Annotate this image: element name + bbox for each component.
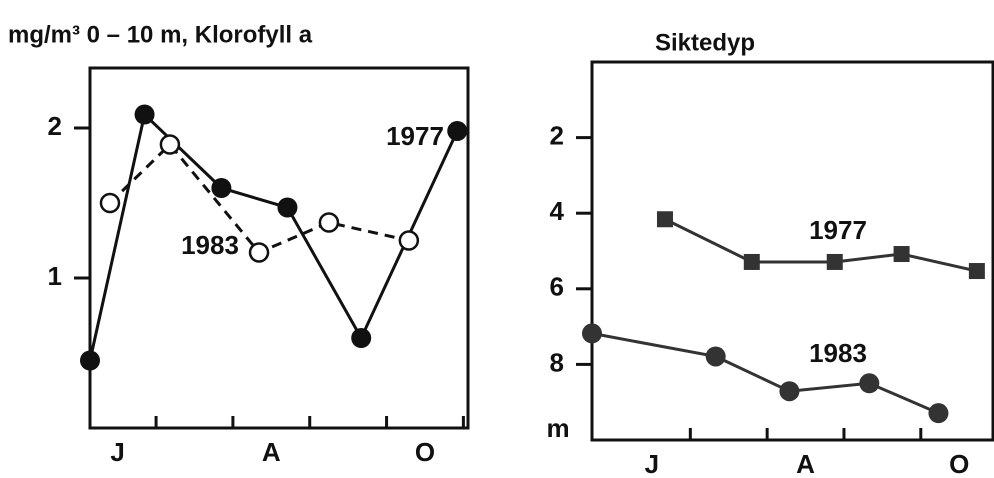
x-tick-label: A (796, 449, 815, 478)
x-tick-label: A (262, 437, 281, 467)
marker (134, 104, 155, 125)
y-tick-label: 8 (550, 347, 564, 377)
marker (928, 403, 949, 424)
y-tick-label: 2 (48, 111, 62, 141)
series-label: 1983 (809, 338, 867, 368)
marker (318, 212, 340, 233)
marker (351, 328, 372, 348)
chart-title: mg/m³ 0 – 10 m, Klorofyll a (8, 21, 313, 48)
chart-title: Siktedyp (655, 29, 755, 56)
marker (893, 246, 910, 263)
x-tick-label: O (949, 449, 969, 478)
marker (99, 192, 121, 214)
marker (968, 263, 985, 280)
y-tick-label: 4 (550, 196, 565, 226)
y-tick-label: 1 (48, 261, 62, 291)
marker (248, 242, 270, 263)
marker (656, 211, 673, 228)
series-line (88, 111, 459, 361)
series-label: 1977 (386, 121, 444, 151)
x-tick-label: J (110, 437, 124, 467)
series-line (591, 331, 940, 415)
plot-frame (88, 66, 470, 430)
marker (277, 197, 298, 218)
series-label: 1983 (181, 230, 239, 260)
y-tick-label: 2 (550, 120, 564, 150)
marker (159, 134, 181, 155)
marker (859, 373, 880, 394)
marker (705, 346, 726, 367)
marker (447, 121, 468, 141)
series-label: 1977 (809, 215, 867, 245)
marker (779, 381, 800, 402)
marker (743, 253, 760, 270)
marker (80, 350, 100, 371)
x-tick-label: J (645, 449, 659, 478)
y-axis-label: m (546, 413, 569, 443)
marker (211, 178, 232, 198)
plot-frame (590, 60, 994, 442)
marker (398, 230, 420, 251)
y-tick-label: 6 (550, 272, 564, 302)
x-tick-label: O (415, 437, 435, 467)
marker (826, 253, 843, 270)
marker (582, 323, 602, 344)
